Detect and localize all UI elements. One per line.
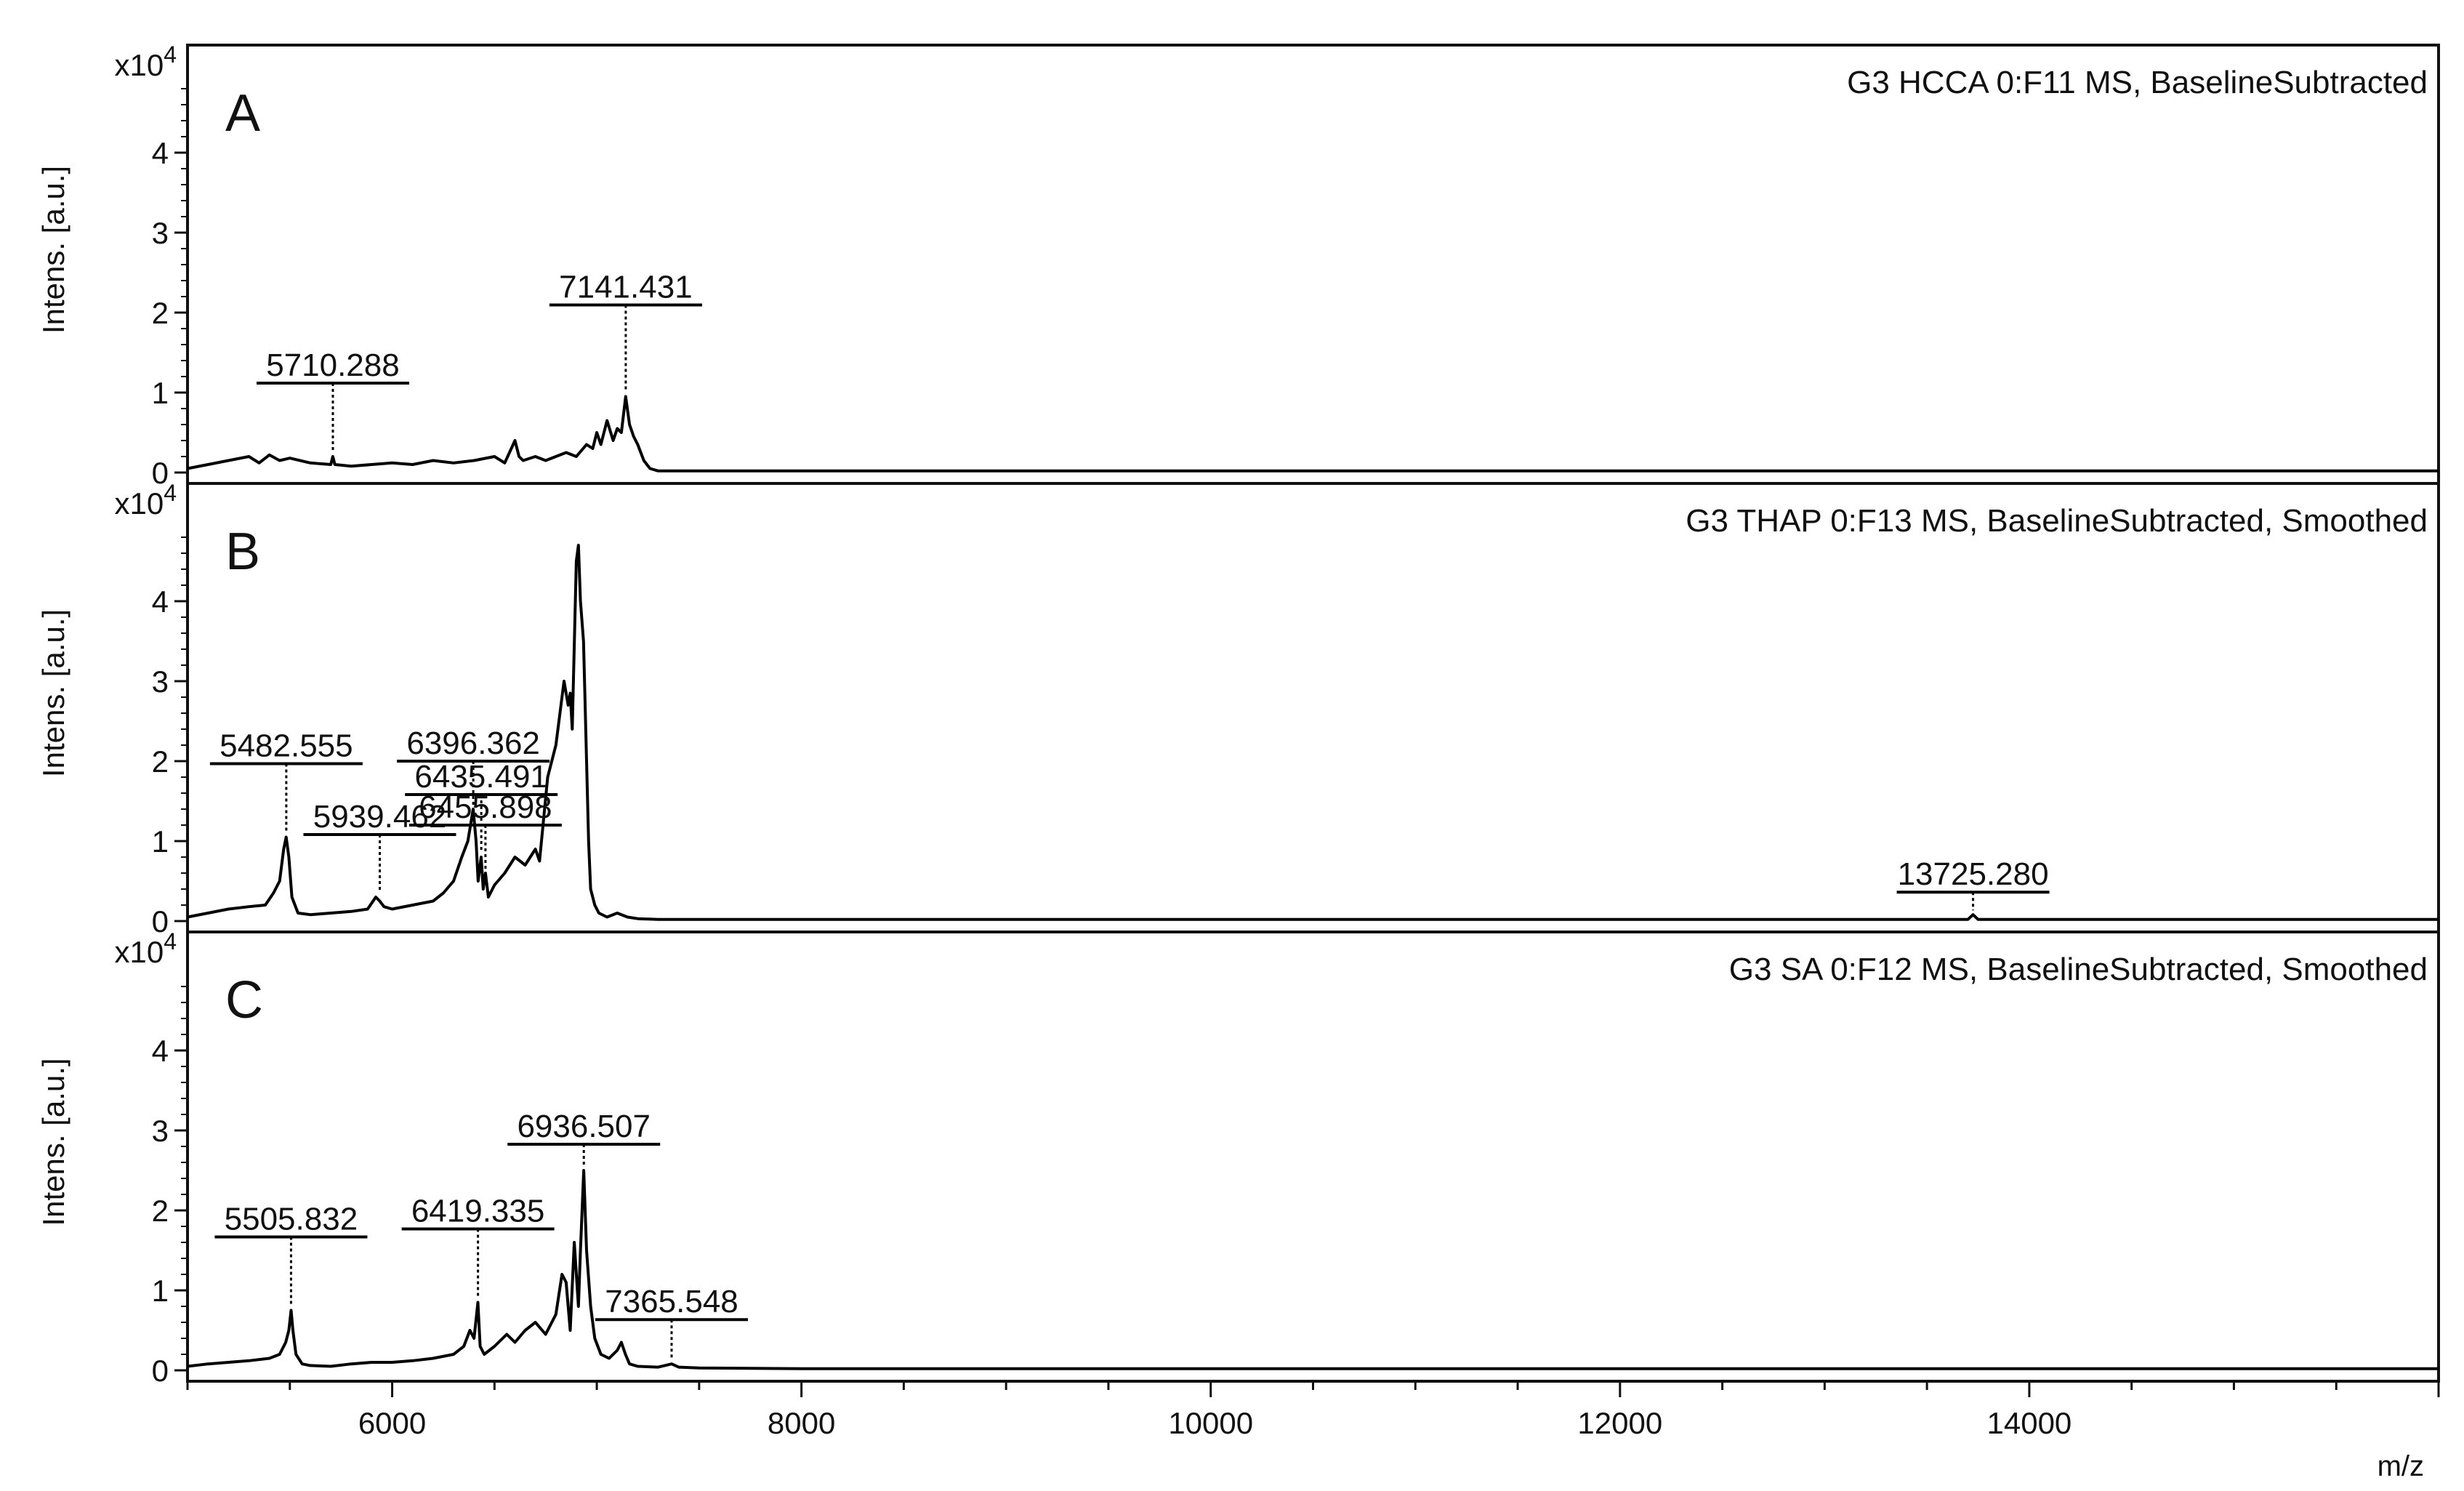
x-tick-label: 10000	[1168, 1406, 1253, 1440]
y-tick-label: 2	[152, 744, 169, 779]
x-axis-label: m/z	[2378, 1450, 2424, 1482]
y-tick-label: 2	[152, 1194, 169, 1228]
peak-label: 6419.335	[411, 1194, 545, 1229]
peak-label: 6455.898	[419, 789, 552, 825]
peak-annotation: 6435.491	[405, 759, 558, 853]
y-tick-label: 4	[152, 584, 169, 619]
y-exponent-label: x104	[114, 928, 177, 969]
peak-annotation: 6936.507	[507, 1109, 661, 1166]
panel-letter: A	[225, 84, 260, 142]
y-tick-label: 3	[152, 1114, 169, 1148]
peak-annotation: 5710.288	[256, 347, 409, 452]
panel-letter: B	[225, 523, 260, 581]
x-tick-label: 6000	[358, 1406, 426, 1440]
peak-label: 7141.431	[559, 270, 693, 305]
peak-label: 5710.288	[266, 347, 400, 383]
peak-label: 6936.507	[517, 1109, 651, 1144]
peak-label: 13725.280	[1898, 856, 2049, 892]
y-tick-label: 2	[152, 296, 169, 330]
peak-label: 5939.462	[313, 799, 447, 835]
peak-label: 5505.832	[225, 1202, 358, 1237]
peak-annotation: 5505.832	[214, 1202, 368, 1306]
y-axis-label: Intens. [a.u.]	[36, 1058, 71, 1226]
spectrum-line	[187, 395, 2439, 473]
peak-label: 6396.362	[406, 726, 540, 761]
peak-annotation: 13725.280	[1896, 856, 2050, 911]
spectrum-line	[187, 544, 2439, 921]
peak-label: 7365.548	[605, 1284, 738, 1319]
panel-letter: C	[225, 971, 263, 1029]
peak-label: 5482.555	[220, 728, 353, 764]
y-tick-label: 1	[152, 376, 169, 410]
y-axis-label: Intens. [a.u.]	[36, 609, 71, 777]
x-tick-label: 12000	[1577, 1406, 1662, 1440]
panel-title: G3 THAP 0:F13 MS, BaselineSubtracted, Sm…	[1686, 503, 2428, 539]
x-tick-label: 14000	[1987, 1406, 2072, 1440]
y-tick-label: 4	[152, 136, 169, 170]
y-tick-label: 1	[152, 824, 169, 859]
y-exponent-label: x104	[114, 41, 177, 82]
y-tick-label: 3	[152, 216, 169, 250]
y-tick-label: 0	[152, 1354, 169, 1388]
spectrum-line	[187, 1169, 2439, 1370]
y-tick-label: 0	[152, 904, 169, 939]
panel-title: G3 HCCA 0:F11 MS, BaselineSubtracted	[1847, 65, 2428, 100]
peak-annotation: 7141.431	[549, 270, 702, 393]
peak-label: 6435.491	[414, 759, 548, 795]
x-tick-label: 8000	[768, 1406, 835, 1440]
peak-annotation: 7365.548	[595, 1284, 749, 1360]
peak-annotation: 6455.898	[408, 789, 562, 869]
y-tick-label: 3	[152, 664, 169, 699]
peak-annotation: 5939.462	[303, 799, 456, 893]
peak-annotation: 6419.335	[401, 1194, 555, 1298]
panel-title: G3 SA 0:F12 MS, BaselineSubtracted, Smoo…	[1729, 952, 2428, 987]
panel-b: 0 1 2 3 4 x104 Intens. [a.u.] B G3 THAP 0:F13 MS…	[36, 480, 2440, 939]
y-tick-label: 0	[152, 456, 169, 490]
y-tick-label: 4	[152, 1034, 169, 1068]
peak-annotation: 5482.555	[209, 728, 363, 833]
panel-c: 0 1 2 3 4 x104 Intens. [a.u.] C G3 SA 0:F12 MS, …	[36, 928, 2440, 1388]
y-exponent-label: x104	[114, 480, 177, 521]
peak-annotation: 6396.362	[397, 726, 550, 805]
y-tick-label: 1	[152, 1274, 169, 1308]
y-axis-label: Intens. [a.u.]	[36, 166, 71, 334]
